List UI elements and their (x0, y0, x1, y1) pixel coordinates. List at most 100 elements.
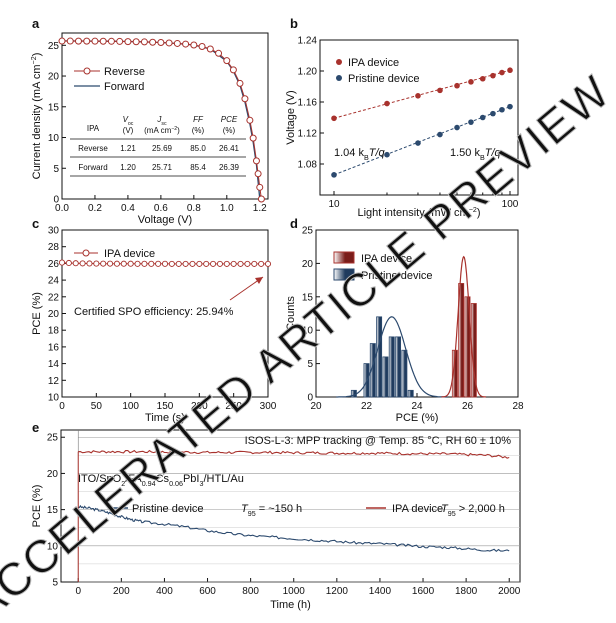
spo-point (203, 260, 210, 267)
spo-point (79, 260, 86, 267)
reverse-point (91, 37, 99, 45)
data-point (437, 87, 443, 94)
spo-point (237, 260, 244, 267)
x-tick-label: 1400 (369, 586, 392, 597)
x-tick-label: 300 (260, 401, 277, 412)
reverse-point (74, 37, 82, 45)
x-axis-label: Light intensity (mW cm−2) (357, 206, 480, 219)
text-span: 95 (248, 510, 256, 518)
y-tick-label: 15 (47, 505, 59, 516)
x-tick-label: 400 (156, 586, 173, 597)
table-header: Voc (123, 115, 134, 127)
legend-label-forward: Forward (104, 81, 144, 93)
text-span: −2 (171, 126, 177, 132)
plot-frame-a (61, 32, 269, 200)
y-axis-label: Voltage (V) (285, 90, 297, 144)
panel-letter-a: a (32, 16, 40, 31)
x-tick-label: 1200 (326, 586, 349, 597)
spo-point (168, 260, 175, 267)
panel-letter-d: d (290, 216, 298, 231)
histogram-bar (401, 349, 408, 398)
y-tick-label: 0 (53, 195, 59, 206)
reverse-point (182, 40, 190, 48)
legend-label-ipa: IPA device (348, 57, 399, 69)
reverse-point (190, 41, 198, 49)
text-span: Cs (156, 473, 170, 485)
x-tick-label: 0.0 (55, 203, 69, 214)
histogram-bar (464, 296, 471, 398)
text-span: ) (177, 126, 180, 135)
spo-point (127, 260, 134, 267)
histogram-bar (369, 343, 376, 398)
text-span: /HTL/Au (203, 473, 243, 485)
data-point (490, 110, 496, 117)
legend-label-pristine: Pristine device (132, 503, 204, 515)
spo-point (251, 260, 258, 267)
legend-label-ipa: IPA device (392, 503, 443, 515)
table-header-unit: (mA cm−2) (144, 126, 180, 135)
text-span: 1.04 k (334, 147, 364, 159)
text-span: ) (477, 207, 481, 219)
reverse-point (198, 43, 206, 51)
x-tick-label: 0.2 (88, 203, 102, 214)
x-axis-label: Time (h) (270, 599, 311, 611)
spo-point (107, 260, 114, 267)
histogram-bar (451, 349, 458, 398)
reverse-point (99, 37, 107, 45)
text-span: /FA (125, 473, 142, 485)
histogram-bar (388, 336, 395, 398)
spo-point (58, 259, 66, 266)
histogram-bar (458, 283, 465, 398)
spo-point (161, 260, 169, 267)
x-tick-label: 0 (59, 401, 65, 412)
legend-t95-ipa: T95 > 2,000 h (441, 503, 505, 518)
device-stack: ITO/SnO2/FA0.94Cs0.06PbI3/HTL/Au (78, 473, 244, 488)
panel-letter-e: e (32, 420, 39, 435)
y-axis-label-group: Counts (285, 296, 297, 331)
reverse-point (206, 45, 214, 53)
reverse-point (83, 37, 91, 45)
data-point (331, 115, 337, 122)
text-span: T (241, 503, 249, 515)
reverse-point (173, 39, 181, 47)
reverse-point (132, 38, 140, 46)
spo-point (100, 260, 107, 267)
text-span: ) (31, 53, 43, 57)
x-tick-label: 1600 (412, 586, 435, 597)
x-tick-label: 0.6 (154, 203, 168, 214)
legend-marker-reverse (83, 67, 91, 75)
x-tick-label: 100 (502, 199, 519, 210)
spo-point (223, 260, 230, 267)
legend-marker-pristine (336, 75, 342, 81)
y-tick-label: 1.20 (298, 67, 318, 78)
spo-point (264, 260, 272, 267)
stability-trace (78, 504, 510, 553)
y-tick-label: 30 (48, 226, 60, 237)
text-span: 2 (121, 480, 125, 488)
table-cell: 25.69 (152, 144, 173, 153)
data-point (384, 100, 390, 107)
y-axis-label: PCE (%) (31, 485, 43, 528)
spo-point (216, 260, 223, 267)
y-tick-label: 26 (48, 259, 60, 270)
gaussian-fit (441, 255, 487, 398)
x-tick-label: 50 (91, 401, 103, 412)
data-point (490, 72, 496, 79)
text-span: > 2,000 h (456, 503, 505, 515)
x-tick-label: 800 (242, 586, 259, 597)
x-tick-label: 250 (225, 401, 242, 412)
y-tick-label: 1.24 (298, 36, 318, 47)
x-axis-label: PCE (%) (396, 412, 439, 424)
table-header-unit: (V) (123, 126, 134, 135)
data-point (454, 124, 460, 131)
y-tick-label: 14 (48, 359, 60, 370)
text-span: −2 (30, 56, 38, 64)
x-tick-label: 100 (122, 401, 139, 412)
spo-point (148, 260, 155, 267)
data-point (479, 75, 486, 82)
text-span: Light intensity (mW cm (357, 207, 468, 219)
y-tick-label: 16 (48, 342, 60, 353)
plot-frame-b (319, 39, 519, 196)
data-point (468, 119, 474, 125)
